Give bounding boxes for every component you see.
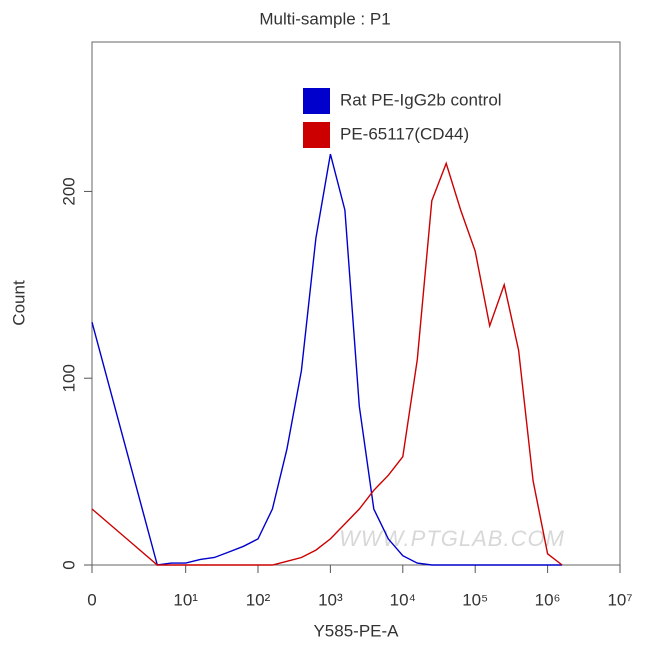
chart-title: Multi-sample : P1 — [259, 9, 390, 28]
y-tick-label: 100 — [59, 364, 78, 392]
legend-label: PE-65117(CD44) — [340, 124, 469, 143]
plot-frame — [91, 41, 621, 566]
x-tick-label: 0 — [87, 590, 96, 609]
legend-swatch — [303, 122, 330, 148]
x-axis-label: Y585-PE-A — [313, 621, 399, 640]
x-tick-label: 10² — [246, 590, 271, 609]
y-axis-label: Count — [9, 280, 28, 326]
y-tick-label: 200 — [59, 177, 78, 205]
x-tick-label: 10⁵ — [462, 590, 488, 609]
y-tick-label: 0 — [59, 560, 78, 569]
histogram-line — [91, 161, 563, 566]
x-tick-label: 10¹ — [173, 590, 198, 609]
x-tick-label: 10⁶ — [535, 590, 561, 609]
x-tick-label: 10³ — [318, 590, 343, 609]
legend-swatch — [303, 88, 330, 114]
x-tick-label: 10⁴ — [390, 590, 416, 609]
x-tick-label: 10⁷ — [607, 590, 632, 609]
watermark: WWW.PTGLAB.COM — [339, 526, 565, 551]
histogram-line — [91, 153, 563, 566]
legend-label: Rat PE-IgG2b control — [340, 90, 502, 109]
